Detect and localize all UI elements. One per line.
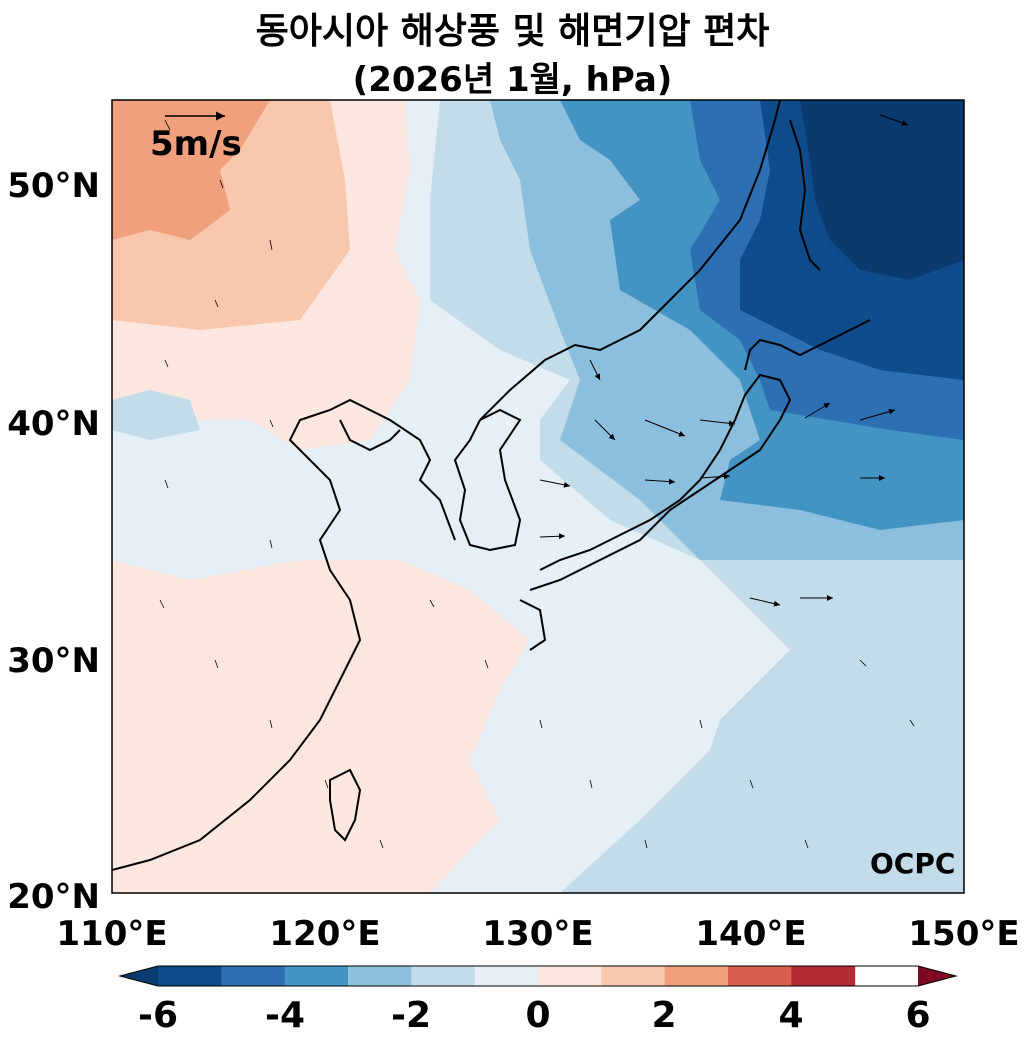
x-tick-130: 130°E: [482, 914, 593, 954]
colorbar: -6 -4 -2 0 2 4 6: [118, 965, 958, 1036]
colorbar-segment: [664, 966, 729, 986]
wind-reference-label: 5m/s: [150, 124, 242, 164]
wind-reference-key: 5m/s: [150, 111, 242, 164]
ocpc-logo: OCPC: [870, 847, 955, 880]
colorbar-segment: [221, 966, 286, 986]
colorbar-extend-low: [120, 966, 158, 986]
anomaly-neg6-band: [800, 100, 964, 280]
colorbar-tick-label: -4: [265, 995, 305, 1036]
colorbar-segment: [601, 966, 666, 986]
wind-vectors: [539, 114, 909, 607]
y-tick-50: 50°N: [7, 166, 100, 206]
anomaly-pos1-south-band: [112, 560, 530, 893]
map-frame: [111, 99, 965, 894]
coastlines: [112, 100, 871, 871]
chart-title: 동아시아 해상풍 및 해면기압 편차: [255, 11, 770, 52]
anomaly-pos3-band: [112, 100, 270, 240]
x-tick-120: 120°E: [269, 914, 380, 954]
colorbar-segment: [284, 966, 349, 986]
x-tick-140: 140°E: [695, 914, 806, 954]
colorbar-segment: [538, 966, 602, 986]
y-tick-40: 40°N: [7, 404, 100, 444]
y-tick-30: 30°N: [7, 641, 100, 681]
wind-vectors-small: [159, 119, 915, 849]
colorbar-segment: [348, 966, 412, 986]
colorbar-tick-label: 4: [778, 995, 803, 1036]
colorbar-segment: [791, 966, 856, 986]
x-tick-110: 110°E: [56, 914, 167, 954]
colorbar-extend-high: [918, 966, 956, 986]
colorbar-segment: [411, 966, 476, 986]
colorbar-tick-label: -2: [391, 995, 431, 1036]
colorbar-tick-label: 0: [525, 995, 550, 1036]
y-tick-20: 20°N: [7, 877, 100, 917]
colorbar-tick-label: -6: [138, 995, 178, 1036]
pressure-anomaly-field: [112, 100, 964, 893]
colorbar-tick-label: 2: [651, 995, 676, 1036]
chart-subtitle: (2026년 1월, hPa): [352, 60, 673, 100]
x-tick-150: 150°E: [908, 914, 1019, 954]
colorbar-tick-label: 6: [905, 995, 930, 1036]
colorbar-segment: [158, 966, 222, 986]
colorbar-segment: [728, 966, 792, 986]
colorbar-segment: [474, 966, 539, 986]
